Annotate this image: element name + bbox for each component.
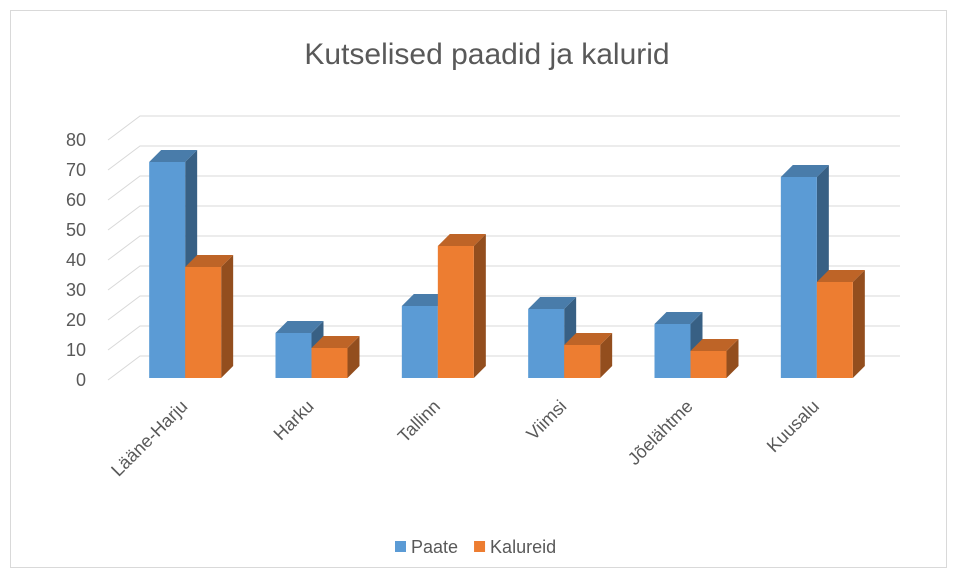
bar bbox=[437, 234, 486, 378]
bar-top bbox=[437, 234, 486, 246]
bar-top bbox=[654, 312, 703, 324]
bar-front bbox=[311, 348, 348, 378]
y-tick-label: 30 bbox=[66, 280, 86, 300]
grid-line bbox=[107, 265, 900, 291]
bar-front bbox=[275, 333, 312, 378]
bar bbox=[564, 333, 613, 378]
grid-line bbox=[107, 355, 900, 381]
legend-label: Kalureid bbox=[490, 537, 556, 557]
bar-top bbox=[311, 336, 360, 348]
bar-front bbox=[564, 345, 601, 378]
bar-front bbox=[185, 267, 222, 378]
y-tick-label: 80 bbox=[66, 130, 86, 150]
bar-top bbox=[185, 255, 234, 267]
legend-swatch bbox=[474, 541, 486, 552]
y-tick-label: 20 bbox=[66, 310, 86, 330]
bar-front bbox=[816, 282, 853, 378]
bar-side bbox=[473, 234, 486, 378]
bar-top bbox=[816, 270, 865, 282]
bar-side bbox=[600, 333, 613, 378]
y-tick-label: 40 bbox=[66, 250, 86, 270]
grid-line bbox=[107, 115, 900, 141]
chart-title: Kutselised paadid ja kalurid bbox=[304, 38, 669, 71]
grid-line bbox=[107, 145, 900, 171]
bar bbox=[185, 255, 234, 378]
y-tick-label: 0 bbox=[76, 370, 86, 390]
bar bbox=[311, 336, 360, 378]
bar-top bbox=[690, 339, 739, 351]
bar-side bbox=[852, 270, 865, 378]
bar-front bbox=[149, 162, 186, 378]
bar-front bbox=[437, 246, 474, 378]
bar-top bbox=[564, 333, 613, 345]
grid-line bbox=[107, 325, 900, 351]
bar-front bbox=[690, 351, 727, 378]
bar-front bbox=[401, 306, 438, 378]
bar-front bbox=[654, 324, 691, 378]
y-tick-label: 70 bbox=[66, 160, 86, 180]
grid-line bbox=[107, 205, 900, 231]
grid-line bbox=[107, 175, 900, 201]
bar-side bbox=[221, 255, 234, 378]
legend-label: Paate bbox=[411, 537, 458, 557]
bar-top bbox=[528, 297, 577, 309]
bar-top bbox=[275, 321, 324, 333]
bar-top bbox=[780, 165, 829, 177]
grid-line bbox=[107, 295, 900, 321]
bar bbox=[690, 339, 739, 378]
legend-swatch bbox=[395, 541, 406, 552]
y-tick-label: 50 bbox=[66, 220, 86, 240]
bar-front bbox=[780, 177, 817, 378]
y-tick-label: 60 bbox=[66, 190, 86, 210]
bar-front bbox=[528, 309, 565, 378]
bar-side bbox=[726, 339, 739, 378]
bar-side bbox=[347, 336, 360, 378]
y-tick-label: 10 bbox=[66, 340, 86, 360]
bar bbox=[816, 270, 865, 378]
bar-top bbox=[149, 150, 198, 162]
grid-line bbox=[107, 235, 900, 261]
